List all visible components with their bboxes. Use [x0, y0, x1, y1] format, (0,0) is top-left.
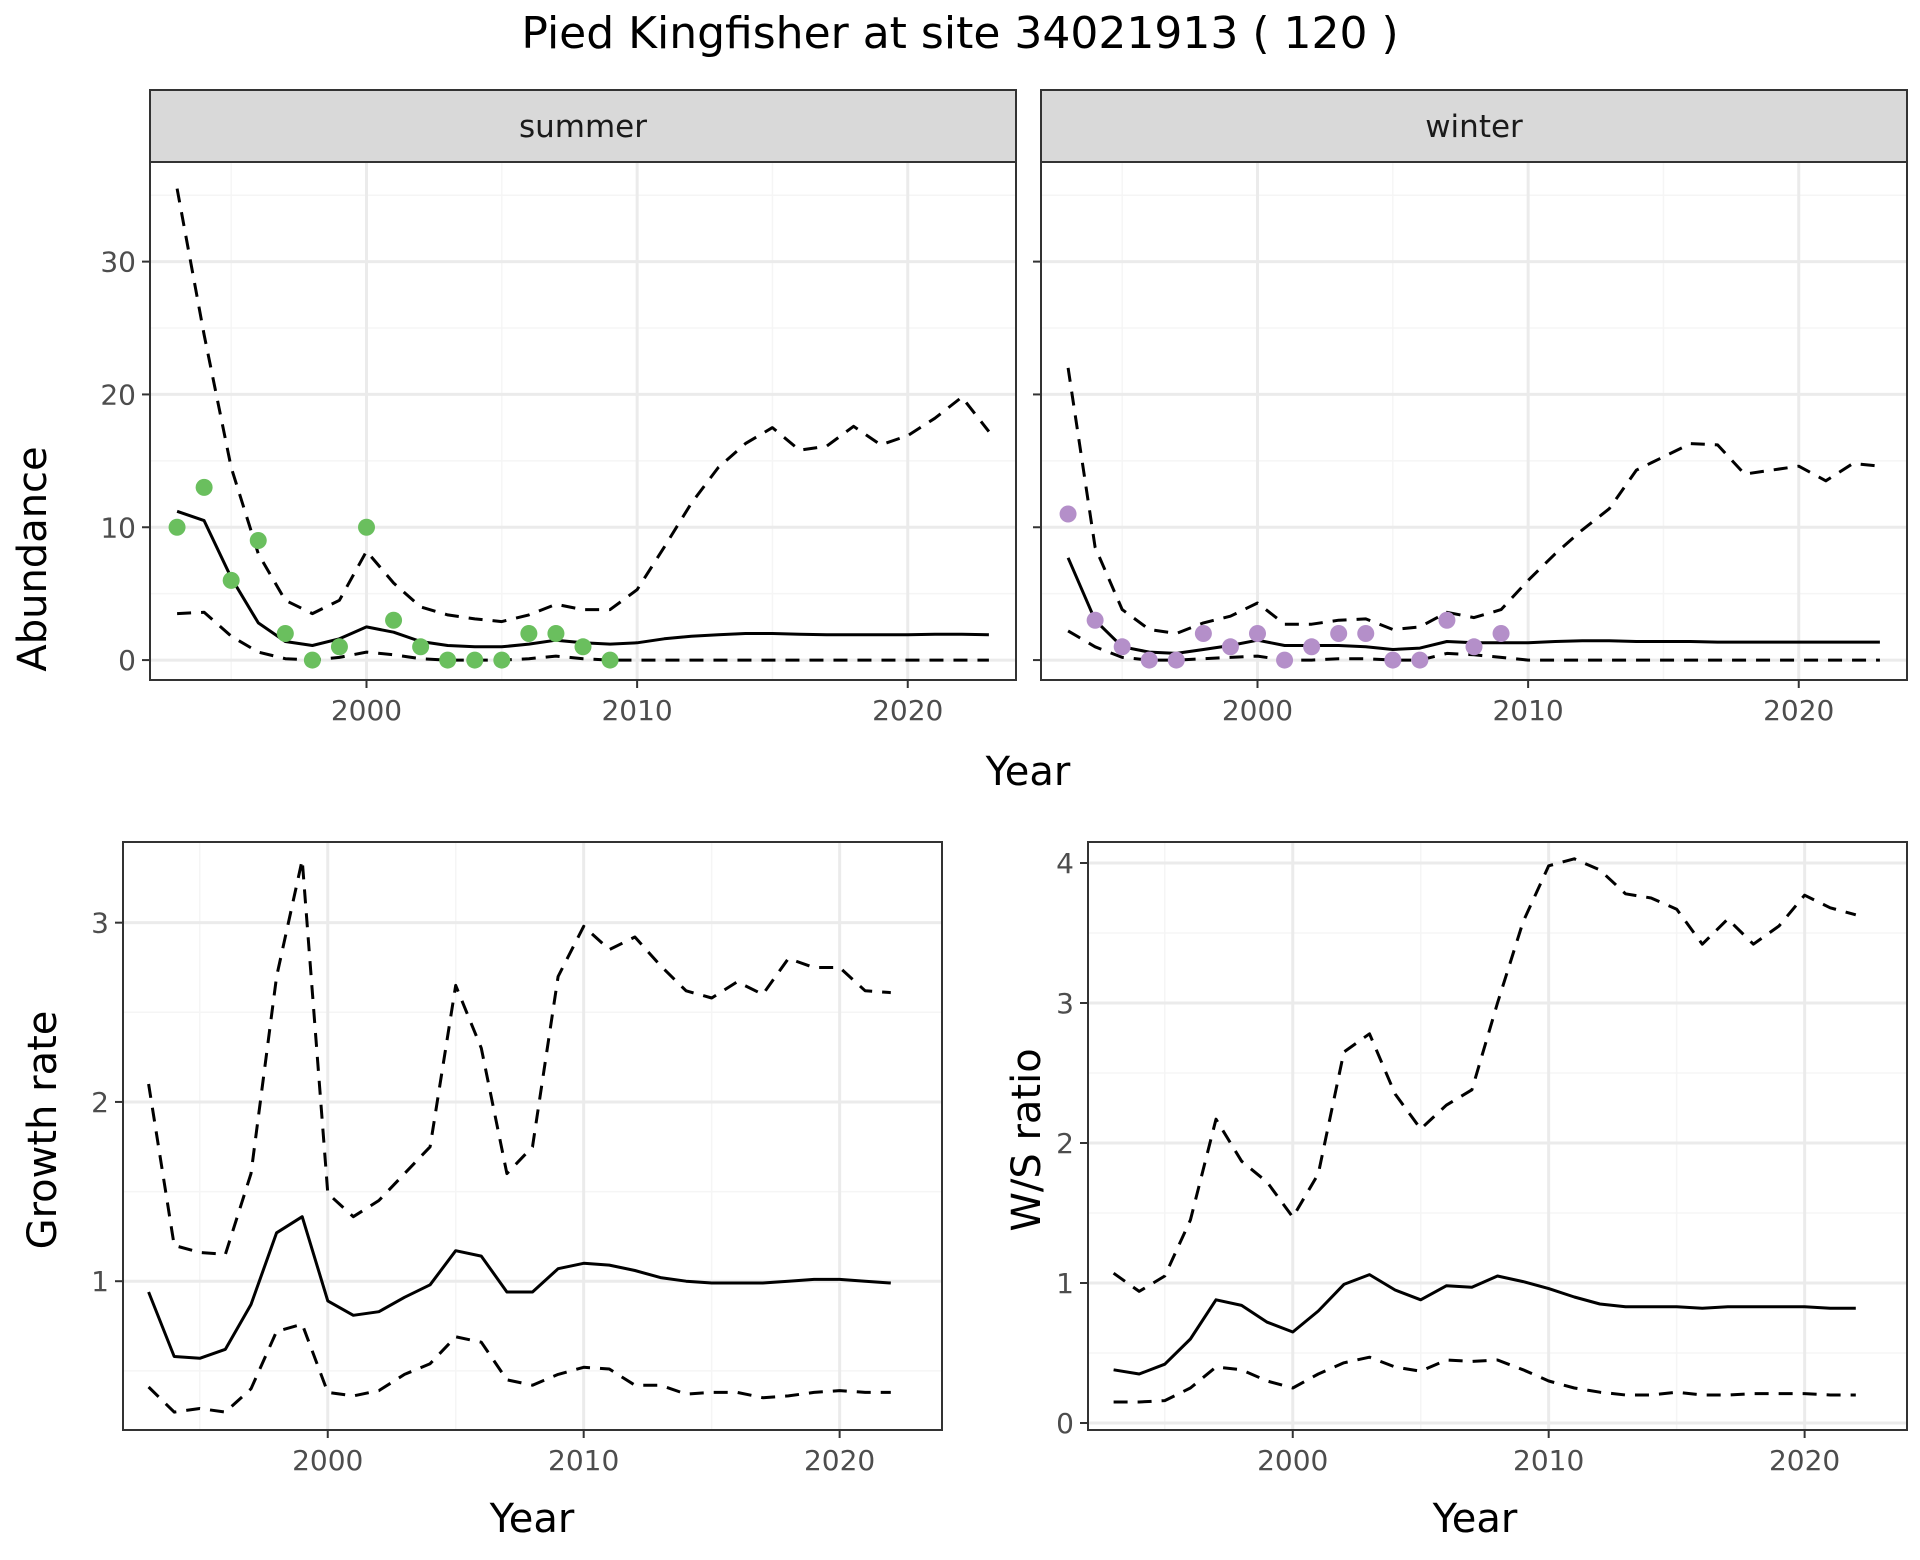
summer-y-tick-label: 30 [100, 246, 136, 279]
summer-observation-point [493, 651, 511, 669]
winter-x-tick-label: 2010 [1492, 694, 1563, 727]
ws-y-tick-label: 3 [1056, 987, 1074, 1020]
growth-panel-border [122, 841, 943, 1431]
summer-observation-point [520, 625, 538, 643]
strip-label-winter: winter [1425, 109, 1523, 145]
summer-observation-point [168, 518, 186, 536]
summer-observation-point [601, 651, 619, 669]
winter-observation-point [1221, 638, 1239, 656]
ws-y-tick-label: 1 [1056, 1267, 1074, 1300]
plot-area-ws: 2000 2010 2020 0 1 2 3 4 [1056, 841, 1908, 1477]
winter-x-tick-label: 2020 [1763, 694, 1834, 727]
summer-panel-border [149, 161, 1017, 681]
ws-ratio-panel: 2000 2010 2020 0 1 2 3 4 [1056, 841, 1908, 1477]
summer-y-tick-label: 20 [100, 378, 136, 411]
ws-y-tick-label: 2 [1056, 1127, 1074, 1160]
summer-observation-point [358, 518, 375, 536]
growth-rate-panel: 2000 2010 2020 1 2 3 [91, 841, 943, 1477]
winter-observation-point [1384, 651, 1402, 669]
ws-x-tick-label: 2010 [1513, 1444, 1584, 1477]
winter-observation-point [1113, 638, 1131, 656]
summer-observation-point [574, 638, 592, 656]
ws-x-tick-label: 2020 [1769, 1444, 1840, 1477]
plot-area-summer: 2000 2010 2020 0 10 20 30 [100, 161, 1017, 727]
summer-x-tick-label: 2020 [872, 694, 943, 727]
winter-observation-point [1411, 651, 1429, 669]
x-axis-title-top: Year [985, 749, 1071, 795]
winter-panel-background [1041, 162, 1907, 680]
y-axis-title-ws: W/S ratio [1004, 1048, 1050, 1231]
summer-observation-point [412, 638, 430, 656]
winter-observation-point [1492, 625, 1510, 643]
summer-y-tick-label: 10 [100, 511, 136, 544]
ws-panel-background [1088, 842, 1907, 1430]
growth-y-tick-label: 1 [91, 1265, 109, 1298]
growth-x-tick-label: 2010 [548, 1444, 619, 1477]
chart-title: Pied Kingfisher at site 34021913 ( 120 ) [521, 8, 1398, 59]
summer-observation-point [303, 651, 321, 669]
winter-observation-point [1249, 625, 1266, 643]
strip-label-summer: summer [519, 109, 647, 145]
growth-x-tick-label: 2020 [804, 1444, 875, 1477]
ws-y-tick-label: 0 [1056, 1407, 1074, 1440]
winter-observation-point [1438, 611, 1456, 629]
ws-y-tick-label: 4 [1056, 847, 1074, 880]
x-axis-title-ws: Year [1432, 1496, 1518, 1542]
summer-observation-point [276, 625, 294, 643]
winter-observation-point [1465, 638, 1483, 656]
growth-x-tick-label: 2000 [292, 1444, 363, 1477]
summer-observation-point [547, 625, 565, 643]
winter-observation-point [1059, 505, 1077, 523]
summer-observation-point [222, 571, 240, 589]
abundance-winter-panel: winter 2000 2010 2020 [1033, 89, 1908, 727]
growth-y-tick-label: 3 [91, 907, 109, 940]
winter-panel-border [1040, 161, 1908, 681]
winter-observation-point [1086, 611, 1104, 629]
ws-x-tick-label: 2000 [1257, 1444, 1328, 1477]
summer-observation-point [385, 611, 403, 629]
summer-panel-background [150, 162, 1016, 680]
winter-observation-point [1357, 625, 1375, 643]
winter-x-tick-label: 2000 [1222, 694, 1293, 727]
strip-summer [149, 89, 1017, 163]
x-axis-title-growth: Year [489, 1496, 575, 1542]
summer-observation-point [466, 651, 484, 669]
summer-x-tick-label: 2000 [331, 694, 402, 727]
winter-upper-bound-line [1066, 367, 1881, 635]
strip-winter [1040, 89, 1908, 163]
summer-y-tick-label: 0 [118, 644, 136, 677]
growth-y-tick-label: 2 [91, 1086, 109, 1119]
winter-observation-point [1140, 651, 1158, 669]
y-axis-title-abundance: Abundance [10, 446, 56, 671]
ws-panel-border [1087, 841, 1908, 1431]
summer-observation-point [439, 651, 457, 669]
winter-observation-point [1194, 625, 1212, 643]
summer-observation-point [249, 532, 267, 550]
growth-panel-background [123, 842, 942, 1430]
summer-observation-point [195, 478, 213, 496]
summer-observation-point [330, 638, 348, 656]
growth-lower-bound-line [147, 1322, 891, 1414]
winter-observation-point [1330, 625, 1348, 643]
ws-estimate-line [1113, 1273, 1856, 1376]
abundance-summer-panel: summer 2000 2010 2020 0 10 20 30 [100, 89, 1017, 727]
ws-upper-bound-line [1112, 857, 1857, 1293]
summer-upper-bound-line [175, 188, 991, 624]
winter-observation-point [1167, 651, 1185, 669]
ws-lower-bound-line [1113, 1355, 1856, 1404]
growth-upper-bound-line [147, 858, 891, 1256]
plot-area-winter: 2000 2010 2020 [1033, 161, 1908, 727]
plot-area-growth: 2000 2010 2020 1 2 3 [91, 841, 943, 1477]
y-axis-title-growth: Growth rate [20, 1011, 66, 1250]
winter-observation-point [1276, 651, 1294, 669]
growth-estimate-line [147, 1215, 891, 1360]
winter-observation-point [1303, 638, 1321, 656]
summer-x-tick-label: 2010 [601, 694, 672, 727]
